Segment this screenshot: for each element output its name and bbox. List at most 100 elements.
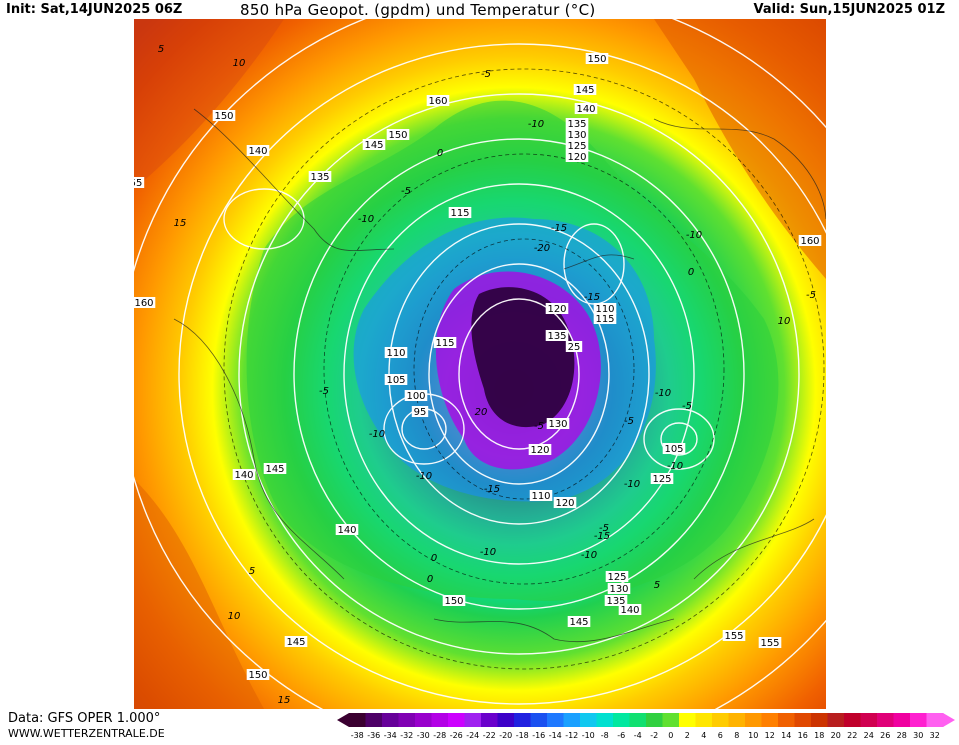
legend-tick-label: -34 xyxy=(384,731,397,740)
svg-text:145: 145 xyxy=(364,140,383,151)
temperature-label: 10 xyxy=(228,611,241,622)
geopotential-labels: 1501501451401351301251201601501451401351… xyxy=(134,53,822,681)
svg-text:140: 140 xyxy=(248,146,267,157)
geopotential-label: 140 xyxy=(232,469,256,481)
temperature-label: 10 xyxy=(233,58,246,69)
legend-color-swatch xyxy=(745,713,762,727)
legend-color-swatch xyxy=(646,713,663,727)
temperature-label: -5 xyxy=(599,523,609,534)
geopotential-label: 150 xyxy=(386,129,410,141)
map-title: 850 hPa Geopot. (gpdm) und Temperatur (°… xyxy=(240,1,596,19)
warm-zone-northwest xyxy=(134,19,284,189)
svg-text:150: 150 xyxy=(444,596,463,607)
legend-tick-label: -10 xyxy=(582,731,595,740)
temperature-label: -10 xyxy=(416,471,432,482)
temperature-label: -5 xyxy=(806,290,816,301)
legend-tick-label: 0 xyxy=(668,731,673,740)
legend-tick-label: -4 xyxy=(634,731,642,740)
legend-color-swatch xyxy=(860,713,878,727)
website-label: WWW.WETTERZENTRALE.DE xyxy=(8,727,165,740)
legend-tick-label: 22 xyxy=(847,731,857,740)
legend-color-swatch xyxy=(497,713,515,727)
legend-tick-label: -20 xyxy=(499,731,512,740)
svg-text:150: 150 xyxy=(248,670,267,681)
cold-core-dark xyxy=(471,287,575,428)
temperature-label: 0 xyxy=(427,574,433,585)
svg-text:105: 105 xyxy=(386,375,405,386)
legend-color-swatch xyxy=(365,713,383,727)
geopotential-label: 160 xyxy=(134,297,156,309)
legend-color-swatch xyxy=(662,713,680,727)
geopotential-label: 115 xyxy=(433,337,457,349)
temperature-label: -10 xyxy=(581,550,597,561)
svg-text:115: 115 xyxy=(595,314,614,325)
warm-zone-southwest xyxy=(134,479,264,709)
temperature-label: -15 xyxy=(484,484,500,495)
svg-text:130: 130 xyxy=(609,584,628,595)
legend-tick-label: -16 xyxy=(532,731,545,740)
legend-color-swatch xyxy=(530,713,548,727)
legend-color-swatch xyxy=(910,713,927,727)
temperature-label: -10 xyxy=(369,429,385,440)
temperature-label: -10 xyxy=(686,230,702,241)
legend-tick-label: 14 xyxy=(781,731,791,740)
svg-text:145: 145 xyxy=(265,464,284,475)
legend-tick-label: -26 xyxy=(450,731,463,740)
legend-color-swatch xyxy=(514,713,531,727)
temperature-label: 5 xyxy=(654,580,660,591)
legend-color-swatch xyxy=(629,713,647,727)
temperature-label: 15 xyxy=(278,695,291,706)
svg-text:135: 135 xyxy=(547,331,566,342)
svg-text:95: 95 xyxy=(414,407,427,418)
svg-text:125: 125 xyxy=(652,474,671,485)
legend-tick-label: 8 xyxy=(734,731,739,740)
legend-tick-label: 2 xyxy=(685,731,690,740)
temperature-isotherms xyxy=(223,68,825,670)
temperature-label: -5 xyxy=(319,386,329,397)
geopotential-label: 145 xyxy=(573,84,597,96)
svg-text:135: 135 xyxy=(606,596,625,607)
legend-tick-label: -8 xyxy=(601,731,609,740)
geopotential-label: 130 xyxy=(546,418,570,430)
color-scale-legend: -38 -36 -34 -32 -30 -28 -26 -24 -22 -20 -18 -16 -14-… xyxy=(335,711,959,741)
data-source-label: Data: GFS OPER 1.000° xyxy=(8,711,161,726)
geopotential-label: 150 xyxy=(585,53,609,65)
legend-tick-label: -28 xyxy=(433,731,446,740)
svg-text:110: 110 xyxy=(531,491,550,502)
legend-color-swatch xyxy=(431,713,449,727)
legend-color-swatch xyxy=(415,713,432,727)
geopotential-label: 110 xyxy=(593,303,617,315)
svg-text:120: 120 xyxy=(547,304,566,315)
legend-tick-label: 10 xyxy=(748,731,758,740)
svg-text:125: 125 xyxy=(607,572,626,583)
geopotential-label: 95 xyxy=(411,406,429,418)
temperature-label: 10 xyxy=(778,316,791,327)
temperature-label: -15 xyxy=(584,292,600,303)
geopotential-label: 25 xyxy=(565,341,583,353)
svg-text:160: 160 xyxy=(428,96,447,107)
geopotential-label: 160 xyxy=(426,95,450,107)
geopotential-label: 140 xyxy=(618,604,642,616)
weather-map[interactable]: 150 150 145 140 135 130 125 120 160 150 145 140 135 1… xyxy=(134,19,826,709)
legend-tick-label: 12 xyxy=(765,731,775,740)
legend-color-swatch xyxy=(613,713,630,727)
svg-text:140: 140 xyxy=(234,470,253,481)
legend-color-swatch xyxy=(893,713,911,727)
legend-color-swatch xyxy=(349,713,366,727)
geopotential-label: 105 xyxy=(662,443,686,455)
geopotential-label: 115 xyxy=(448,207,472,219)
legend-tick-label: -22 xyxy=(483,731,496,740)
temperature-label: -10 xyxy=(655,388,671,399)
coastlines xyxy=(173,108,826,643)
temperature-label: -10 xyxy=(624,479,640,490)
temperature-label: -20 xyxy=(534,243,550,254)
legend-color-swatch xyxy=(761,713,779,727)
legend-color-swatch xyxy=(464,713,482,727)
geopotential-label: 125 xyxy=(565,140,589,152)
temperature-label: -5 xyxy=(401,186,411,197)
svg-text:145: 145 xyxy=(286,637,305,648)
legend-tick-label: 4 xyxy=(701,731,706,740)
legend-color-swatch xyxy=(448,713,465,727)
geopotential-label: 150 xyxy=(246,669,270,681)
geopotential-label: 110 xyxy=(529,490,553,502)
